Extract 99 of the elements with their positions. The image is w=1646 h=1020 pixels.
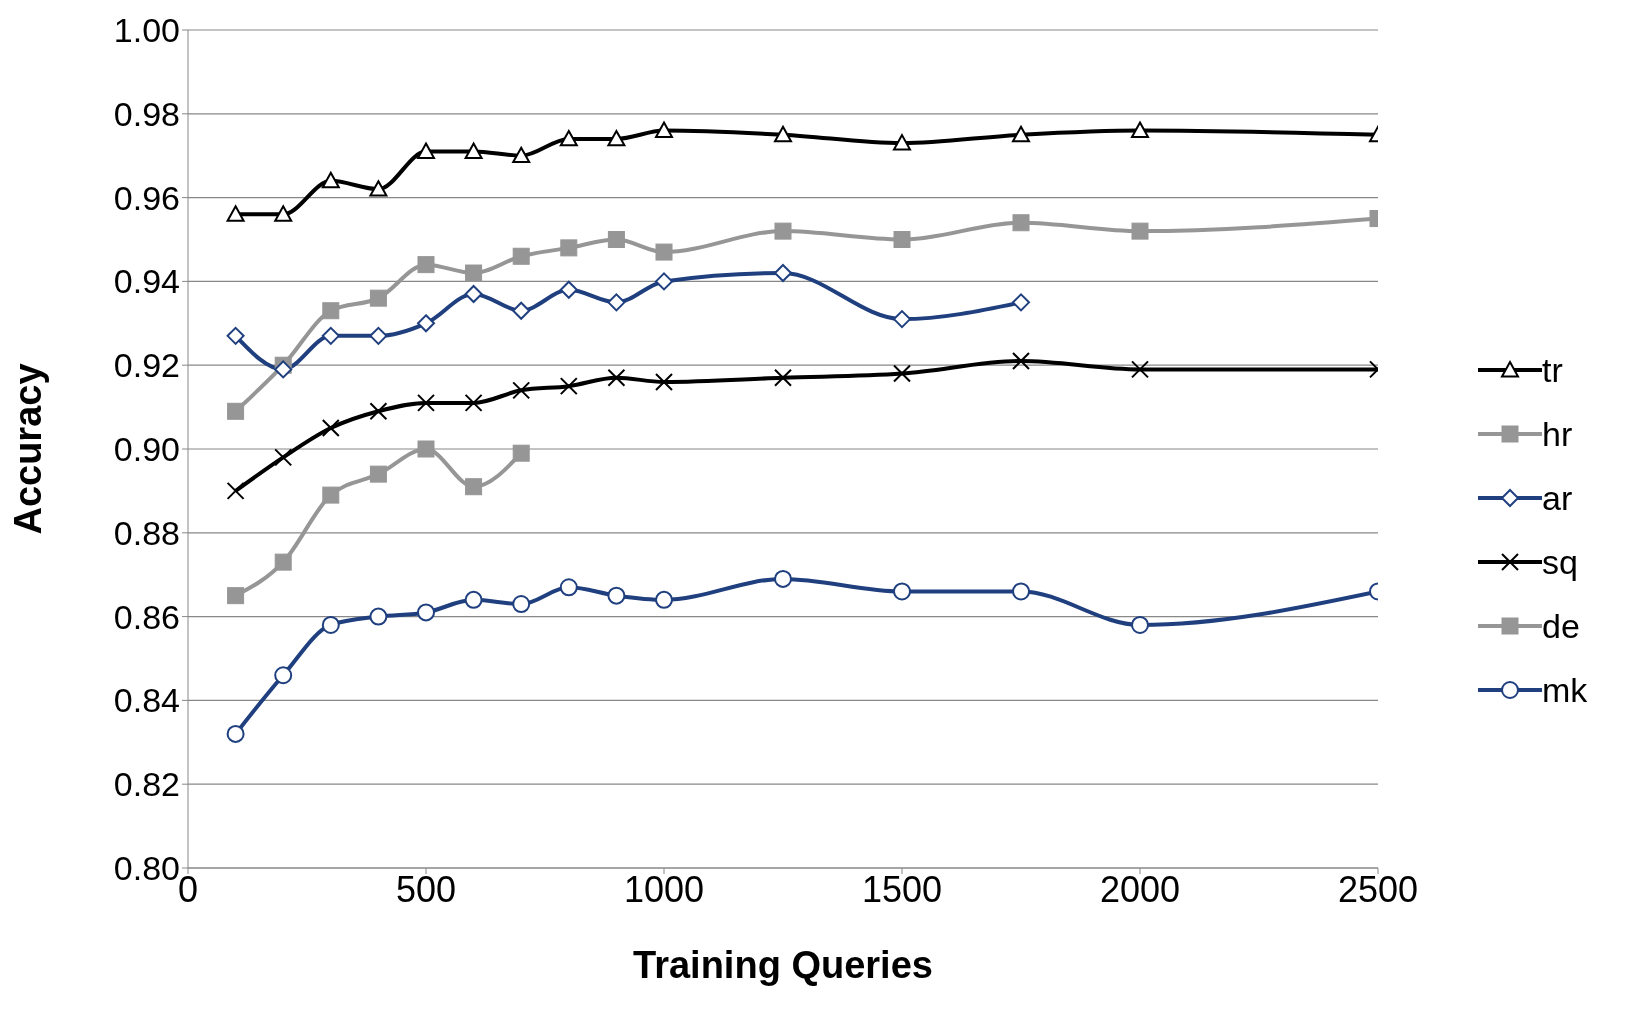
point: [607, 368, 626, 387]
point: [227, 587, 245, 605]
y-tick-label: 0.88: [113, 513, 180, 552]
point: [464, 590, 483, 609]
y-axis-title: Accuracy: [7, 363, 50, 535]
point: [774, 368, 792, 387]
x-axis-title: Training Queries: [633, 944, 933, 986]
point: [369, 326, 388, 345]
point: [512, 595, 531, 614]
point: [559, 377, 578, 396]
point: [417, 440, 435, 458]
point: [774, 264, 792, 283]
point: [369, 289, 387, 307]
point: [655, 372, 673, 391]
legend-label: hr: [1542, 414, 1573, 454]
point: [417, 314, 435, 333]
y-tick-label: 0.84: [113, 681, 180, 720]
point: [893, 582, 911, 601]
point: [512, 146, 531, 164]
legend-label: de: [1542, 606, 1580, 646]
point: [607, 293, 626, 312]
point: [274, 448, 293, 467]
point: [655, 590, 673, 609]
point: [226, 326, 245, 345]
point: [607, 231, 625, 248]
point: [512, 247, 530, 265]
point: [321, 171, 340, 189]
point: [369, 180, 388, 197]
x-tick-label: 500: [395, 868, 457, 910]
point: [464, 284, 483, 303]
point: [1012, 582, 1030, 601]
point: [607, 586, 626, 605]
point: [274, 553, 292, 571]
point: [893, 231, 911, 248]
y-tick-label: 1.00: [113, 11, 180, 50]
point: [274, 666, 293, 685]
y-tick-label: 0.94: [113, 262, 180, 301]
point: [1131, 222, 1149, 240]
y-tick-label: 0.90: [113, 430, 180, 469]
point: [274, 205, 293, 222]
point: [1012, 125, 1030, 143]
point: [417, 393, 435, 412]
point: [1131, 615, 1149, 634]
point: [559, 280, 578, 299]
y-tick-label: 0.92: [113, 346, 180, 385]
point: [1012, 352, 1030, 371]
y-tick-label: 0.86: [113, 597, 180, 636]
point: [560, 239, 578, 257]
point: [512, 381, 531, 400]
point: [512, 444, 530, 462]
y-tick-label: 0.82: [113, 765, 180, 804]
point: [465, 264, 483, 282]
point: [1131, 121, 1149, 138]
x-tick-label: 2500: [1337, 868, 1419, 910]
legend-label: ar: [1542, 478, 1573, 518]
point: [774, 125, 792, 143]
x-tick-label: 1000: [623, 868, 705, 910]
point: [369, 402, 388, 421]
point: [321, 326, 340, 345]
point: [226, 724, 245, 743]
point: [774, 569, 792, 588]
point: [465, 478, 483, 496]
point: [464, 393, 483, 412]
point: [607, 129, 626, 147]
y-tick-label: 0.96: [113, 178, 180, 217]
x-tick-label: 2000: [1099, 868, 1181, 910]
point: [559, 578, 578, 597]
point: [464, 142, 483, 159]
point: [893, 134, 911, 151]
point: [321, 615, 340, 634]
point: [417, 142, 435, 159]
point: [226, 481, 245, 500]
point: [417, 256, 435, 274]
point: [322, 302, 340, 320]
legend-label: mk: [1542, 670, 1588, 710]
point: [655, 272, 673, 291]
point: [655, 121, 673, 138]
point: [369, 465, 387, 483]
point: [1012, 293, 1030, 312]
point: [559, 129, 578, 147]
legend-label: tr: [1542, 350, 1563, 390]
point: [655, 243, 673, 261]
point: [226, 205, 245, 222]
point: [512, 301, 531, 320]
legend-label: sq: [1542, 542, 1578, 582]
point: [893, 364, 911, 383]
y-tick-label: 0.80: [113, 849, 180, 888]
x-tick-label: 1500: [861, 868, 943, 910]
point: [1131, 360, 1149, 379]
y-tick-label: 0.98: [113, 94, 180, 133]
point: [322, 486, 340, 504]
point: [893, 310, 911, 329]
point: [774, 222, 792, 240]
point: [369, 607, 388, 626]
point: [321, 419, 340, 438]
point: [1012, 214, 1030, 232]
point: [417, 603, 435, 622]
point: [227, 402, 245, 420]
point: [274, 360, 293, 379]
